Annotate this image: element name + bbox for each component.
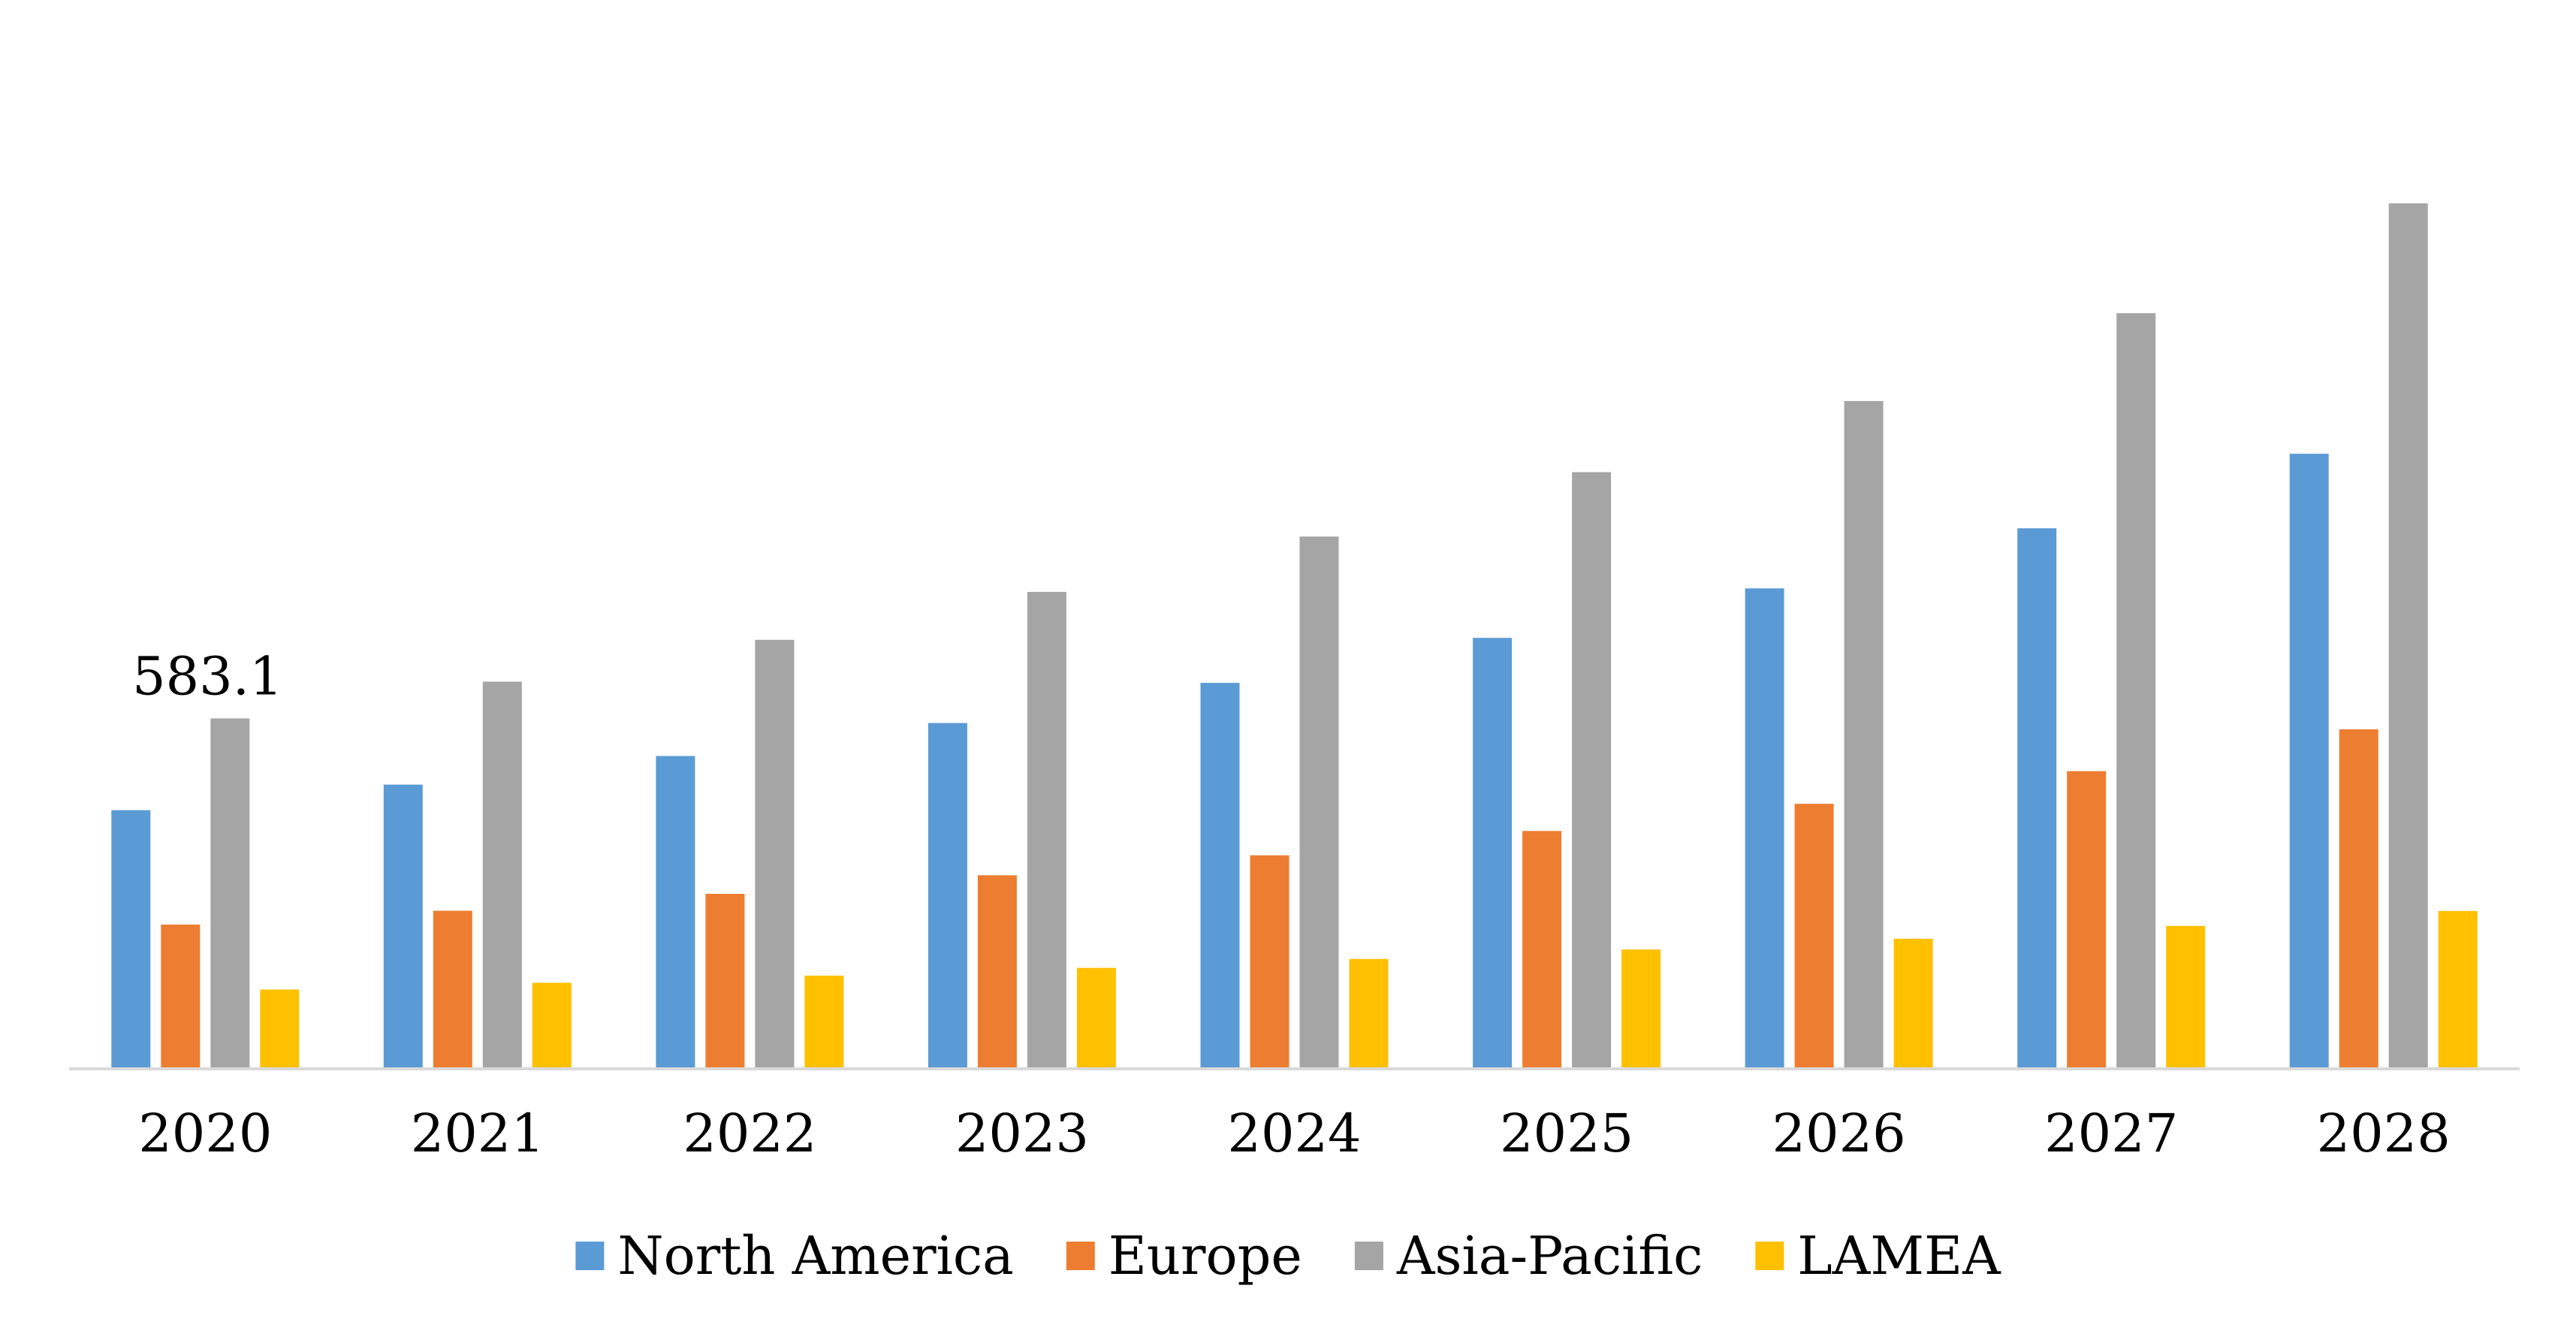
legend-label-north-america: North America bbox=[617, 1225, 1013, 1287]
x-tick-labels: 2020 2021 2022 2023 2024 2025 2026 2027 2028 bbox=[138, 1103, 2451, 1164]
legend-swatch-north-america bbox=[575, 1242, 605, 1270]
bar-north-america-2026 bbox=[1745, 588, 1784, 1067]
bar-europe-2022 bbox=[705, 894, 745, 1067]
legend-swatch-lamea bbox=[1755, 1242, 1784, 1270]
bar-asia-pacific-2026 bbox=[1844, 400, 1884, 1067]
x-tick-label-2024: 2024 bbox=[1227, 1103, 1361, 1164]
legend-item-asia-pacific: Asia-Pacific bbox=[1354, 1225, 1703, 1287]
x-tick-label-2026: 2026 bbox=[1772, 1103, 1906, 1164]
legend-label-asia-pacific: Asia-Pacific bbox=[1396, 1225, 1703, 1287]
legend-item-north-america: North America bbox=[575, 1225, 1014, 1287]
bar-lamea-2025 bbox=[1621, 949, 1661, 1067]
bar-asia-pacific-2022 bbox=[755, 639, 795, 1067]
bar-asia-pacific-2028 bbox=[2388, 203, 2428, 1068]
bar-europe-2021 bbox=[433, 910, 472, 1067]
bar-asia-pacific-2025 bbox=[1572, 472, 1612, 1067]
bar-lamea-2024 bbox=[1349, 958, 1389, 1067]
data-labels: 583.1 bbox=[132, 646, 282, 708]
legend-item-lamea: LAMEA bbox=[1755, 1225, 2001, 1287]
legend-swatch-europe bbox=[1066, 1242, 1095, 1270]
data-label-asia-pacific-2020: 583.1 bbox=[132, 646, 282, 708]
legend-label-europe: Europe bbox=[1109, 1225, 1302, 1287]
bar-lamea-2022 bbox=[804, 975, 844, 1067]
bar-north-america-2028 bbox=[2289, 454, 2329, 1067]
legend-label-lamea: LAMEA bbox=[1797, 1225, 2001, 1287]
bar-lamea-2026 bbox=[1893, 938, 1933, 1067]
bar-asia-pacific-2027 bbox=[2116, 313, 2156, 1067]
bar-europe-2026 bbox=[1794, 804, 1834, 1067]
bar-north-america-2024 bbox=[1200, 683, 1240, 1067]
bar-asia-pacific-2023 bbox=[1027, 592, 1066, 1067]
bar-lamea-2023 bbox=[1076, 967, 1116, 1067]
legend-swatch-asia-pacific bbox=[1354, 1242, 1383, 1270]
bar-north-america-2027 bbox=[2017, 528, 2057, 1067]
legend: North America Europe Asia-Pacific LAMEA bbox=[575, 1225, 2001, 1287]
bar-lamea-2028 bbox=[2438, 910, 2478, 1067]
x-tick-label-2027: 2027 bbox=[2044, 1103, 2178, 1164]
bar-europe-2025 bbox=[1522, 831, 1562, 1067]
bar-europe-2024 bbox=[1250, 855, 1290, 1067]
x-tick-label-2023: 2023 bbox=[955, 1103, 1089, 1164]
bar-asia-pacific-2020 bbox=[210, 718, 250, 1067]
bars-layer bbox=[111, 203, 2478, 1068]
bar-north-america-2021 bbox=[383, 784, 423, 1067]
bar-lamea-2021 bbox=[532, 982, 572, 1067]
bar-lamea-2020 bbox=[260, 989, 300, 1067]
x-tick-label-2021: 2021 bbox=[411, 1103, 544, 1164]
bar-asia-pacific-2021 bbox=[482, 681, 522, 1067]
x-tick-label-2020: 2020 bbox=[138, 1103, 272, 1164]
bar-north-america-2022 bbox=[656, 756, 695, 1067]
bar-europe-2023 bbox=[977, 875, 1017, 1067]
bar-north-america-2020 bbox=[111, 810, 151, 1067]
bar-lamea-2027 bbox=[2166, 925, 2206, 1067]
bar-europe-2027 bbox=[2067, 771, 2107, 1067]
x-tick-label-2022: 2022 bbox=[683, 1103, 816, 1164]
x-tick-label-2025: 2025 bbox=[1500, 1103, 1633, 1164]
bar-europe-2020 bbox=[161, 924, 201, 1067]
bar-asia-pacific-2024 bbox=[1299, 536, 1339, 1067]
bar-europe-2028 bbox=[2339, 729, 2378, 1067]
x-tick-label-2028: 2028 bbox=[2317, 1103, 2451, 1164]
bar-north-america-2023 bbox=[928, 723, 967, 1067]
bar-north-america-2025 bbox=[1473, 638, 1513, 1067]
legend-item-europe: Europe bbox=[1066, 1225, 1302, 1287]
